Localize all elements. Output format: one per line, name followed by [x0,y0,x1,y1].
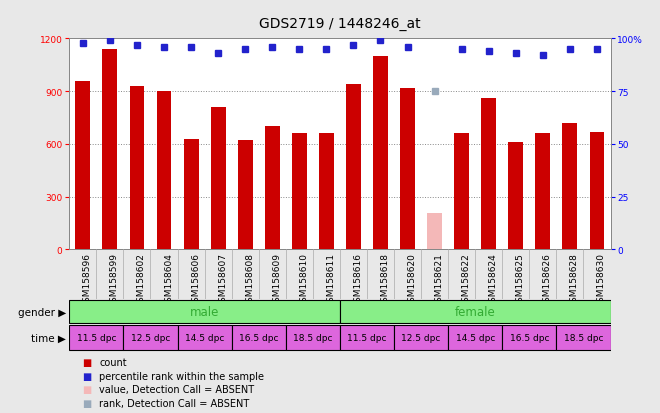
Bar [454,134,469,250]
Text: 11.5 dpc: 11.5 dpc [77,334,116,342]
Text: ■: ■ [82,398,92,408]
Bar [238,141,253,250]
Bar [183,139,199,250]
Bar [265,127,280,250]
Text: GSM158608: GSM158608 [246,252,254,307]
Text: GSM158609: GSM158609 [272,252,281,307]
Text: GSM158606: GSM158606 [191,252,200,307]
Bar [156,92,172,250]
Text: 18.5 dpc: 18.5 dpc [293,334,333,342]
Text: GSM158620: GSM158620 [408,252,416,307]
Text: GSM158607: GSM158607 [218,252,227,307]
Text: percentile rank within the sample: percentile rank within the sample [99,371,264,381]
Text: ■: ■ [82,371,92,381]
Bar [211,108,226,250]
Text: 12.5 dpc: 12.5 dpc [401,334,441,342]
Bar [319,134,334,250]
Bar [340,301,610,323]
Text: GSM158622: GSM158622 [462,252,471,307]
Bar [69,325,123,351]
Text: GSM158596: GSM158596 [83,252,92,307]
Text: time ▶: time ▶ [31,333,66,343]
Bar [562,123,578,250]
Bar [394,325,448,351]
Text: 16.5 dpc: 16.5 dpc [239,334,279,342]
Text: GSM158610: GSM158610 [300,252,308,307]
Bar [75,81,90,250]
Text: GSM158624: GSM158624 [488,252,498,307]
Bar [346,85,361,250]
Bar [292,134,307,250]
Text: 14.5 dpc: 14.5 dpc [455,334,495,342]
Text: rank, Detection Call = ABSENT: rank, Detection Call = ABSENT [99,398,249,408]
Bar [448,325,502,351]
Text: GSM158604: GSM158604 [164,252,173,307]
Bar [481,99,496,250]
Bar [178,325,232,351]
Bar [373,57,388,250]
Bar [502,325,556,351]
Text: GSM158621: GSM158621 [434,252,444,307]
Text: GDS2719 / 1448246_at: GDS2719 / 1448246_at [259,17,420,31]
Bar [589,132,605,250]
Text: GSM158630: GSM158630 [597,252,606,307]
Bar [400,88,415,250]
Bar [286,325,340,351]
Text: 16.5 dpc: 16.5 dpc [510,334,549,342]
Text: GSM158628: GSM158628 [570,252,579,307]
Bar [102,50,117,250]
Text: GSM158611: GSM158611 [326,252,335,307]
Text: 18.5 dpc: 18.5 dpc [564,334,603,342]
Bar [123,325,178,351]
Text: GSM158599: GSM158599 [110,252,119,307]
Bar [340,325,394,351]
Bar [427,213,442,250]
Text: gender ▶: gender ▶ [18,307,66,317]
Text: 14.5 dpc: 14.5 dpc [185,334,224,342]
Bar [232,325,286,351]
Text: ■: ■ [82,385,92,394]
Text: count: count [99,357,127,367]
Text: ■: ■ [82,357,92,367]
Text: male: male [190,305,219,318]
Text: 11.5 dpc: 11.5 dpc [347,334,387,342]
Bar [129,87,145,250]
Text: GSM158625: GSM158625 [516,252,525,307]
Bar [69,301,340,323]
Bar [535,134,550,250]
Bar [556,325,610,351]
Bar [508,143,523,250]
Text: female: female [455,305,496,318]
Text: 12.5 dpc: 12.5 dpc [131,334,170,342]
Text: value, Detection Call = ABSENT: value, Detection Call = ABSENT [99,385,254,394]
Text: GSM158616: GSM158616 [354,252,362,307]
Text: GSM158618: GSM158618 [380,252,389,307]
Text: GSM158602: GSM158602 [137,252,146,307]
Text: GSM158626: GSM158626 [543,252,552,307]
